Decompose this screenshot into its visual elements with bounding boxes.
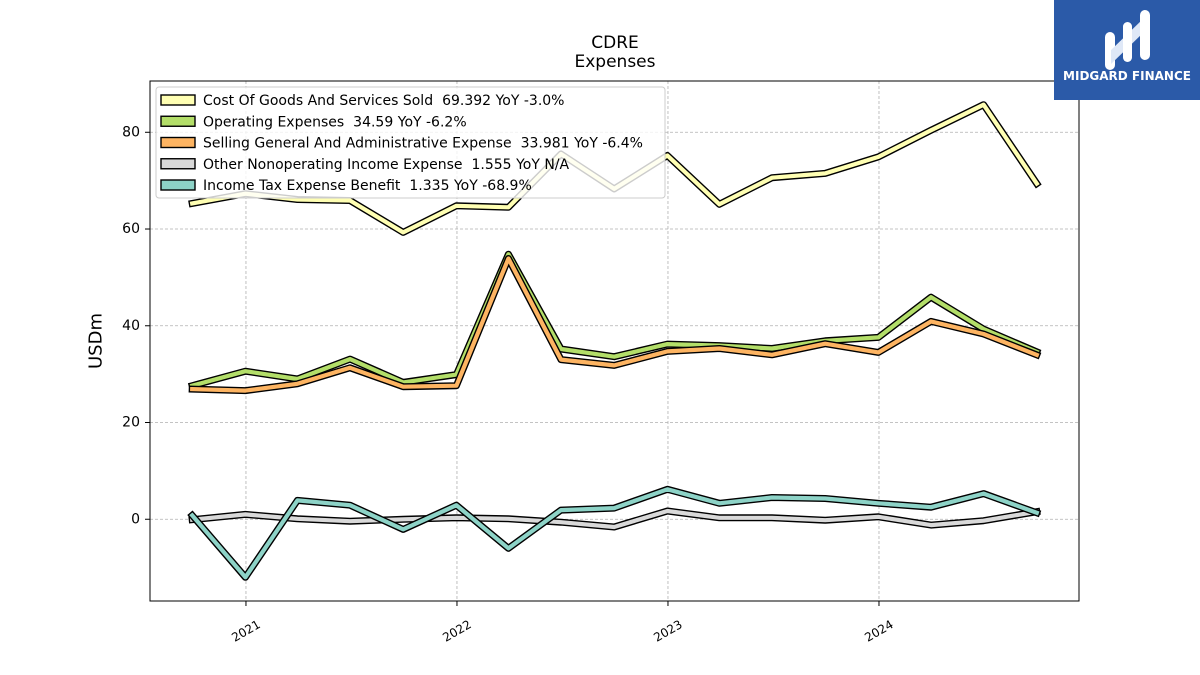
legend-swatch (160, 94, 196, 106)
legend-latest-value: 33.981 (521, 136, 570, 152)
legend-yoy-change: YoY -6.4% (573, 136, 643, 152)
legend-label: Selling General And Administrative Expen… (203, 136, 643, 152)
series-line (189, 252, 1040, 389)
y-tick-label: 80 (122, 124, 140, 140)
legend-yoy-change: YoY N/A (515, 157, 569, 173)
legend-series-name: Cost Of Goods And Services Sold (203, 93, 433, 109)
legend-label: Other Nonoperating Income Expense 1.555 Yo… (203, 157, 570, 173)
logo-text: MIDGARD FINANCE (1063, 69, 1191, 83)
legend-latest-value: 1.335 (409, 178, 449, 194)
midgard-logo: MIDGARD FINANCE (1054, 0, 1200, 100)
series-line (189, 487, 1040, 580)
legend-latest-value: 1.555 (471, 157, 511, 173)
legend-series-name: Selling General And Administrative Expen… (203, 136, 512, 152)
legend-item: Cost Of Goods And Services Sold 69.392 YoY… (160, 93, 564, 109)
legend-label: Operating Expenses 34.59 YoY -6.2% (203, 114, 467, 130)
y-tick-label: 20 (122, 415, 140, 431)
legend: Cost Of Goods And Services Sold 69.392 YoY… (155, 86, 666, 199)
series-other-nonoperating-income-expense (188, 507, 1041, 531)
legend-label: Income Tax Expense Benefit 1.335 YoY -68.9… (203, 178, 532, 194)
legend-swatch (160, 136, 196, 149)
series-operating-expenses (187, 250, 1042, 390)
chart-subtitle: Expenses (575, 52, 656, 72)
y-tick-label: 0 (131, 511, 140, 527)
series-lines (187, 101, 1042, 581)
legend-series-name: Income Tax Expense Benefit (203, 178, 401, 194)
legend-swatch (160, 115, 196, 127)
plot-frame (149, 80, 1080, 602)
legend-series-name: Operating Expenses (203, 114, 344, 130)
y-axis: 0 20 40 60 80 (122, 124, 150, 527)
legend-latest-value: 34.59 (353, 114, 393, 130)
legend-latest-value: 69.392 (442, 93, 491, 109)
legend-item: Operating Expenses 34.59 YoY -6.2% (160, 114, 467, 130)
y-tick-label: 40 (122, 318, 140, 334)
legend-frame (155, 86, 666, 199)
legend-yoy-change: YoY -68.9% (453, 178, 532, 194)
y-tick-label: 60 (122, 221, 140, 237)
legend-swatch (160, 179, 196, 191)
legend-yoy-change: YoY -3.0% (495, 93, 565, 109)
legend-item: Income Tax Expense Benefit 1.335 YoY -68.9… (160, 178, 532, 194)
series-line (189, 508, 1040, 530)
y-axis-label: USDm (86, 313, 107, 369)
legend-yoy-change: YoY -6.2% (397, 114, 467, 130)
chart-title: CDRE (591, 33, 639, 53)
chart-title-block: CDRE Expenses (575, 33, 656, 72)
midgard-logo-icon (1105, 10, 1150, 70)
legend-series-name: Other Nonoperating Income Expense (203, 157, 462, 173)
legend-label: Cost Of Goods And Services Sold 69.392 YoY… (203, 93, 564, 109)
series-line (190, 256, 1040, 393)
legend-swatch (160, 158, 196, 170)
series-income-tax-expense-benefit (187, 485, 1042, 581)
legend-item: Other Nonoperating Income Expense 1.555 Yo… (160, 157, 570, 173)
legend-item: Selling General And Administrative Expen… (160, 136, 643, 152)
series-selling-general-and-administrative-expense (188, 255, 1042, 395)
